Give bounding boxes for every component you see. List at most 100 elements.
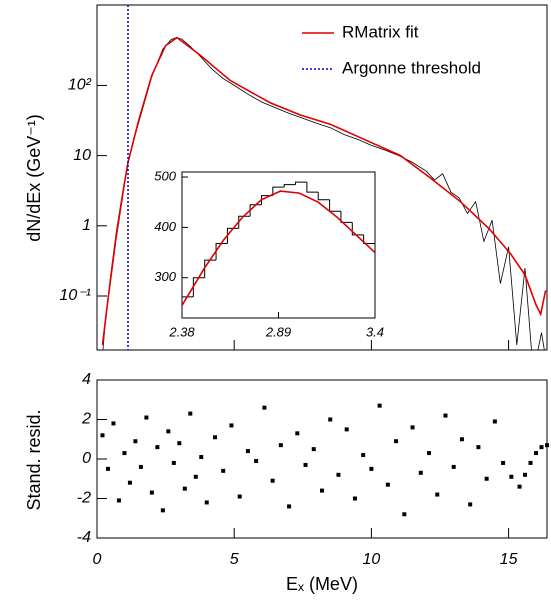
legend-label: RMatrix fit — [342, 22, 419, 41]
residual-point — [100, 433, 105, 438]
histogram-bin — [204, 259, 217, 278]
residual-point — [443, 413, 448, 418]
residual-point — [501, 460, 506, 465]
residual-point — [311, 447, 316, 452]
residual-point — [344, 427, 349, 432]
y-tick-label: 400 — [154, 219, 176, 234]
residual-point — [133, 439, 138, 444]
residual-point — [509, 474, 514, 479]
residual-point — [328, 417, 333, 422]
residual-point — [468, 502, 473, 507]
residual-point — [237, 494, 242, 499]
residual-point — [427, 451, 432, 456]
residual-point — [418, 470, 423, 475]
residual-point — [385, 482, 390, 487]
residual-point — [402, 512, 407, 517]
x-tick-label: 10 — [362, 551, 380, 568]
residual-point — [177, 441, 182, 446]
residual-point — [361, 453, 366, 458]
x-tick-label: 2.38 — [168, 324, 195, 339]
x-tick-label: 2.89 — [265, 324, 291, 339]
residual-point — [528, 460, 533, 465]
histogram-bin — [317, 192, 330, 201]
histogram-bin — [215, 242, 228, 261]
y-axis-label: Stand. resid. — [24, 409, 44, 510]
histogram-bin — [283, 184, 296, 188]
residual-point — [138, 464, 143, 469]
histogram-bin — [192, 277, 205, 297]
residual-point — [199, 455, 204, 460]
bottom-frame — [96, 379, 548, 539]
residual-point — [116, 498, 121, 503]
histogram-bin — [295, 181, 307, 185]
residual-point — [287, 504, 292, 509]
residual-point — [188, 411, 193, 416]
y-tick-label: 300 — [154, 269, 176, 284]
x-axis-label: Eₓ (MeV) — [286, 574, 358, 594]
residual-point — [229, 423, 234, 428]
histogram-bin — [351, 222, 364, 236]
residual-point — [336, 472, 341, 477]
residual-point — [144, 415, 149, 420]
residual-point — [155, 445, 160, 450]
inset-frame — [181, 171, 376, 319]
residual-point — [160, 508, 165, 513]
residual-point — [254, 458, 259, 463]
y-tick-label: 1 — [82, 217, 91, 234]
residual-point — [410, 425, 415, 430]
y-tick-label: 10² — [68, 77, 92, 94]
y-tick-label: 10 — [73, 147, 91, 164]
x-tick-label: 0 — [93, 551, 102, 568]
residual-point — [171, 460, 176, 465]
residual-point — [534, 451, 539, 456]
residual-point — [352, 496, 357, 501]
histogram-bin — [306, 182, 319, 193]
histogram-bin — [249, 204, 262, 217]
residual-point — [320, 488, 324, 493]
residual-point — [492, 419, 497, 424]
x-tick-label: 5 — [230, 551, 239, 568]
residual-point — [204, 500, 209, 505]
y-tick-label: 500 — [154, 168, 176, 183]
residual-point — [278, 443, 283, 448]
y-tick-label: -2 — [77, 490, 91, 507]
residual-point — [245, 449, 250, 454]
residual-point — [295, 431, 300, 436]
residual-point — [545, 443, 549, 448]
residual-point — [182, 486, 187, 491]
top-frame — [96, 4, 548, 351]
residual-point — [212, 435, 217, 440]
residual-point — [539, 445, 544, 450]
residual-point — [262, 405, 267, 410]
residual-point — [105, 466, 110, 471]
x-tick-label: 15 — [500, 551, 518, 568]
residual-point — [303, 462, 308, 467]
histogram-bin — [272, 186, 285, 196]
residual-point — [517, 484, 522, 489]
residual-point — [122, 451, 127, 456]
histogram-bin — [363, 234, 375, 244]
residual-point — [166, 429, 171, 434]
y-tick-label: 10⁻¹ — [59, 287, 91, 304]
residual-point — [484, 476, 489, 481]
y-axis-label: dN/dEx (GeV⁻¹) — [24, 114, 44, 242]
y-tick-label: -4 — [77, 529, 91, 546]
residual-point — [193, 474, 198, 479]
y-tick-label: 4 — [82, 371, 91, 388]
residual-point — [394, 439, 399, 444]
residual-point — [221, 468, 226, 473]
residual-point — [435, 492, 440, 497]
y-tick-label: 2 — [81, 411, 91, 428]
residual-point — [476, 445, 481, 450]
residual-point — [111, 421, 116, 426]
fit-line — [182, 190, 375, 306]
y-tick-label: 0 — [82, 450, 91, 467]
histogram-bin — [238, 215, 251, 229]
residual-point — [377, 403, 382, 408]
residual-point — [459, 437, 464, 442]
residual-point — [523, 472, 528, 477]
histogram-bin — [340, 211, 353, 223]
residual-point — [369, 466, 374, 471]
residual-point — [451, 464, 456, 469]
